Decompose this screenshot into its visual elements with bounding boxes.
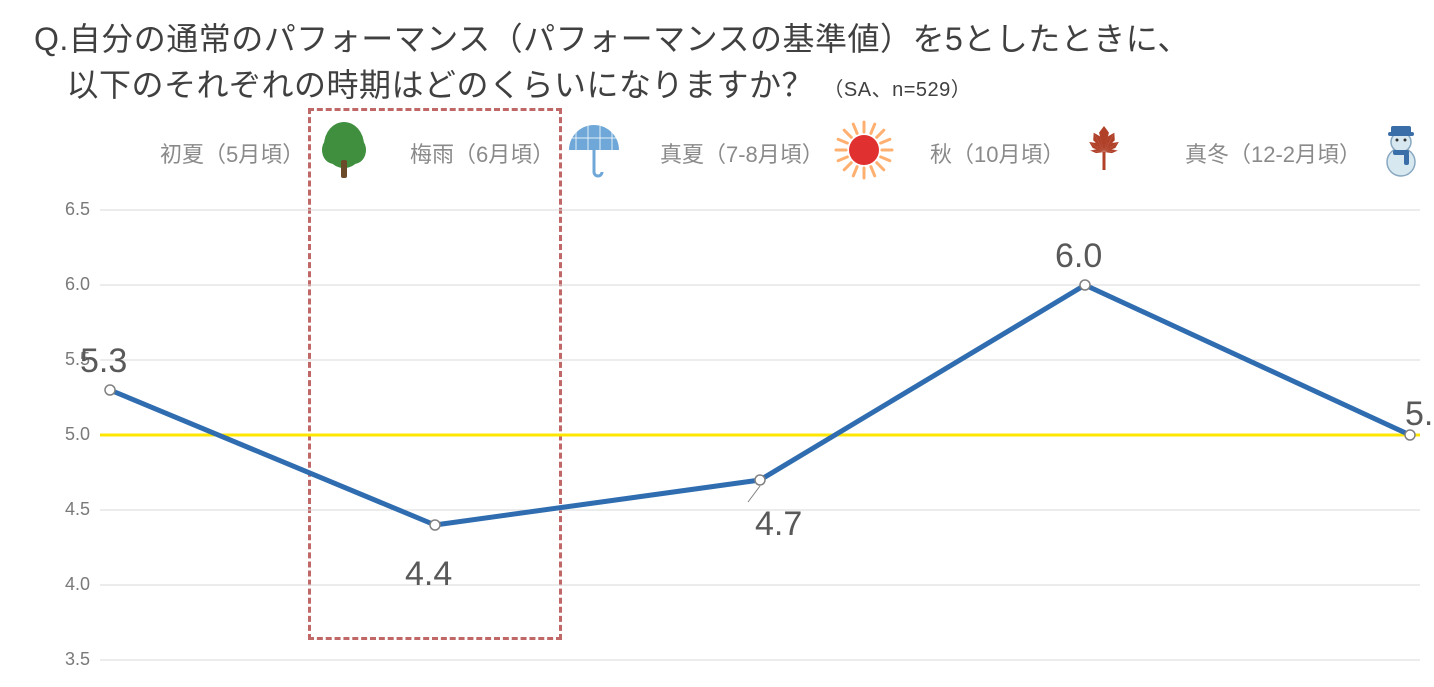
question-title: Q.自分の通常のパフォーマンス（パフォーマンスの基準値）を5としたときに、 以下… xyxy=(34,14,1190,106)
season-label: 初夏（5月頃） xyxy=(160,137,304,169)
y-tick: 6.5 xyxy=(50,199,90,220)
season-label: 真冬（12-2月頃） xyxy=(1185,137,1361,169)
title-meta: （SA、n=529） xyxy=(823,79,971,101)
data-label: 4.7 xyxy=(755,505,802,544)
umbrella-icon xyxy=(564,120,624,180)
y-tick: 4.5 xyxy=(50,499,90,520)
chart-svg xyxy=(50,200,1420,680)
title-line1: Q.自分の通常のパフォーマンス（パフォーマンスの基準値）を5としたときに、 xyxy=(34,21,1190,57)
season-item: 真夏（7-8月頃） xyxy=(660,120,894,185)
season-icon xyxy=(834,120,894,185)
y-tick: 6.0 xyxy=(50,274,90,295)
snowman-icon xyxy=(1371,120,1431,180)
y-tick: 3.5 xyxy=(50,649,90,670)
season-icon xyxy=(1074,120,1134,185)
performance-line-chart: 3.54.04.55.05.56.06.5 5.34.44.76.05.0 xyxy=(50,200,1420,680)
sun-icon xyxy=(834,120,894,180)
data-label: 4.4 xyxy=(405,555,452,594)
season-label: 秋（10月頃） xyxy=(930,137,1064,169)
season-item: 秋（10月頃） xyxy=(930,120,1134,185)
season-label: 真夏（7-8月頃） xyxy=(660,137,824,169)
leaf-icon xyxy=(1074,120,1134,180)
title-line2: 以下のそれぞれの時期はどのくらいになりますか？ xyxy=(34,67,814,103)
season-icon xyxy=(1371,120,1431,185)
data-label: 5.3 xyxy=(80,342,127,381)
season-item: 真冬（12-2月頃） xyxy=(1185,120,1431,185)
data-label: 5.0 xyxy=(1405,395,1434,434)
season-icon xyxy=(564,120,624,185)
season-header-row: 初夏（5月頃）梅雨（6月頃）真夏（7-8月頃）秋（10月頃）真冬（12-2月頃） xyxy=(0,120,1434,190)
y-tick: 4.0 xyxy=(50,574,90,595)
y-tick: 5.0 xyxy=(50,424,90,445)
data-label: 6.0 xyxy=(1055,237,1102,276)
